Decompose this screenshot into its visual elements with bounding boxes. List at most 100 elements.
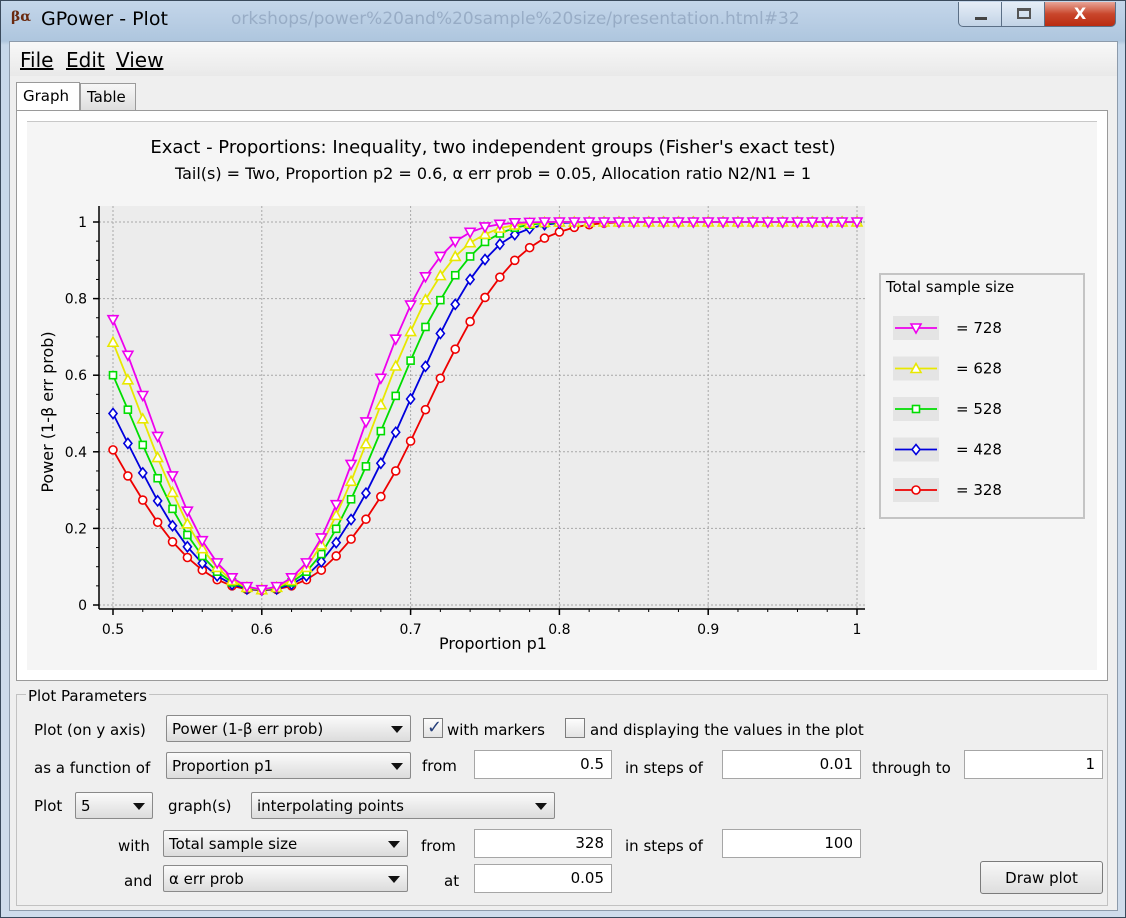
triangle-down-marker [716, 217, 730, 229]
diamond-marker [405, 392, 416, 406]
menu-file[interactable]: File [20, 48, 53, 72]
circle-marker [539, 233, 550, 243]
x-tick-label: 0.5 [102, 622, 124, 638]
close-icon: X [1073, 4, 1087, 23]
legend-title: Total sample size [885, 278, 1014, 296]
diamond-marker [137, 466, 148, 480]
triangle-down-marker [597, 217, 611, 229]
y-tick-label: 1 [78, 215, 87, 231]
triangle-down-marker [567, 217, 581, 229]
close-button[interactable]: X [1044, 2, 1116, 27]
display-values-checkbox[interactable] [565, 718, 585, 738]
triangle-up-marker [374, 398, 388, 410]
triangle-down-marker [731, 217, 745, 229]
fixed-value-input[interactable]: 0.05 [474, 864, 612, 893]
circle-marker [450, 344, 461, 354]
diamond-marker [346, 513, 357, 526]
diamond-marker [390, 425, 401, 439]
x-step-input[interactable]: 0.01 [722, 750, 861, 779]
tab-table-label: Table [87, 88, 126, 106]
triangle-down-marker [195, 535, 209, 548]
triangle-down-marker [746, 217, 760, 229]
x-tick-label: 0.8 [548, 622, 570, 638]
triangle-down-marker [404, 300, 417, 312]
with-markers-label: with markers [447, 721, 545, 739]
triangle-down-marker [106, 314, 120, 327]
triangle-up-marker [166, 485, 179, 498]
draw-plot-button[interactable]: Draw plot [980, 861, 1103, 894]
square-marker [436, 295, 445, 305]
menu-edit[interactable]: Edit [66, 48, 105, 72]
triangle-down-marker [344, 459, 358, 472]
y-tick-label: 0.6 [65, 368, 87, 384]
series-from-input[interactable]: 328 [474, 829, 612, 858]
triangle-down-marker [657, 217, 670, 229]
triangle-down-marker [493, 219, 507, 231]
tab-graph[interactable]: Graph [16, 82, 80, 111]
maximize-button[interactable] [1001, 2, 1045, 27]
series-from-label: from [421, 837, 456, 855]
series-param-select[interactable]: Total sample size [163, 830, 408, 857]
triangle-up-marker [344, 474, 358, 487]
title-bar[interactable]: βα orkshops/power%20and%20sample%20size/… [1, 1, 1125, 39]
window-title: GPower - Plot [41, 8, 168, 30]
x-to-input[interactable]: 1 [964, 750, 1103, 779]
circle-marker [376, 491, 386, 502]
square-marker [183, 530, 192, 540]
chevron-down-icon [535, 803, 547, 810]
graphs-label: graph(s) [168, 797, 232, 815]
triangle-down-marker [806, 217, 819, 229]
triangle-down-marker [181, 506, 194, 518]
tab-table[interactable]: Table [80, 83, 136, 110]
circle-marker [495, 272, 505, 282]
series-step-input[interactable]: 100 [722, 829, 861, 858]
circle-marker [524, 242, 535, 253]
triangle-down-marker [642, 217, 656, 229]
diamond-marker [182, 540, 193, 554]
triangle-down-marker [582, 217, 596, 229]
chevron-down-icon [391, 726, 403, 733]
triangle-down-marker [761, 217, 775, 229]
y-axis-select[interactable]: Power (1-β err prob) [166, 715, 411, 742]
x-from-input[interactable]: 0.5 [474, 750, 612, 779]
power-chart: Exact - Proportions: Inequality, two ind… [38, 137, 1085, 653]
through-to-label: through to [872, 759, 951, 777]
diamond-marker [420, 360, 431, 373]
plot-parameters-title: Plot Parameters [26, 687, 149, 705]
minimize-button[interactable] [958, 2, 1002, 27]
y-tick-label: 0.4 [65, 445, 87, 461]
and-label: and [124, 872, 153, 890]
graph-mode-select[interactable]: interpolating points [251, 792, 555, 819]
square-marker [421, 322, 430, 332]
circle-marker [911, 485, 921, 495]
square-marker [361, 462, 371, 471]
display-values-label: and displaying the values in the plot [590, 721, 864, 739]
diamond-marker [122, 437, 133, 450]
triangle-down-marker [270, 581, 284, 594]
triangle-down-marker [686, 217, 700, 229]
square-marker [168, 504, 177, 514]
chevron-down-icon [391, 763, 403, 770]
triangle-up-marker [181, 517, 194, 529]
num-graphs-select[interactable]: 5 [75, 792, 153, 819]
x-axis-select[interactable]: Proportion p1 [166, 752, 411, 779]
with-markers-checkbox[interactable]: ✓ [423, 717, 443, 738]
triangle-up-marker [121, 373, 135, 385]
triangle-down-marker [136, 390, 150, 403]
square-marker [138, 440, 148, 450]
diamond-marker [375, 457, 386, 470]
triangle-down-marker [389, 334, 403, 346]
triangle-down-marker [627, 217, 641, 229]
circle-marker [361, 514, 371, 525]
x-axis-select-value: Proportion p1 [172, 757, 274, 775]
diamond-marker [509, 228, 520, 241]
circle-marker [182, 552, 193, 563]
circle-marker [331, 551, 342, 561]
circle-marker [137, 495, 148, 505]
window-client-area: File Edit View Graph Table Exact - Propo… [9, 41, 1118, 911]
triangle-down-marker [791, 217, 804, 229]
fixed-param-select[interactable]: α err prob [163, 865, 408, 892]
menu-view[interactable]: View [116, 48, 163, 72]
y-tick-label: 0 [78, 598, 87, 614]
diamond-marker [316, 555, 327, 569]
